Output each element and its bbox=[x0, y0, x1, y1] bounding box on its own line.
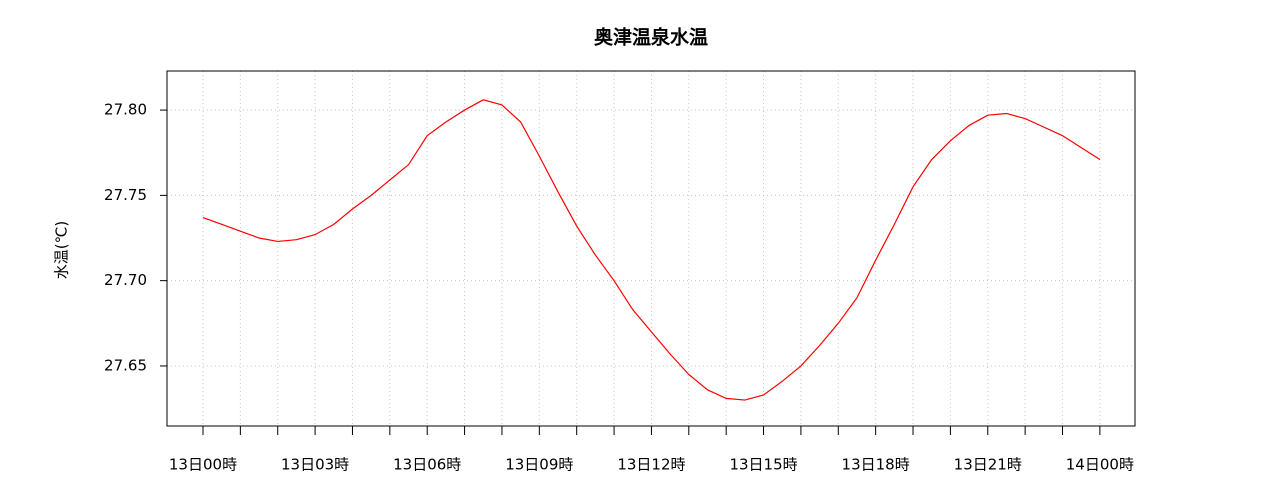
x-tick-label: 13日12時 bbox=[617, 456, 685, 474]
y-tick-label: 27.75 bbox=[104, 186, 147, 204]
x-tick-label: 13日06時 bbox=[393, 456, 461, 474]
x-tick-label: 13日03時 bbox=[281, 456, 349, 474]
x-tick-label: 13日15時 bbox=[729, 456, 797, 474]
x-tick-label: 14日00時 bbox=[1066, 456, 1134, 474]
y-tick-label: 27.80 bbox=[104, 101, 147, 119]
y-tick-label: 27.65 bbox=[104, 356, 147, 374]
data-line bbox=[202, 99, 1101, 401]
x-tick-label: 13日21時 bbox=[954, 456, 1022, 474]
y-tick-label: 27.70 bbox=[104, 271, 147, 289]
chart-title: 奥津温泉水温 bbox=[594, 26, 708, 49]
x-tick-label: 13日00時 bbox=[169, 456, 237, 474]
x-tick-label: 13日09時 bbox=[505, 456, 573, 474]
plot-frame bbox=[166, 70, 1136, 427]
x-tick-label: 13日18時 bbox=[842, 456, 910, 474]
y-axis-label: 水温(℃) bbox=[53, 221, 71, 280]
